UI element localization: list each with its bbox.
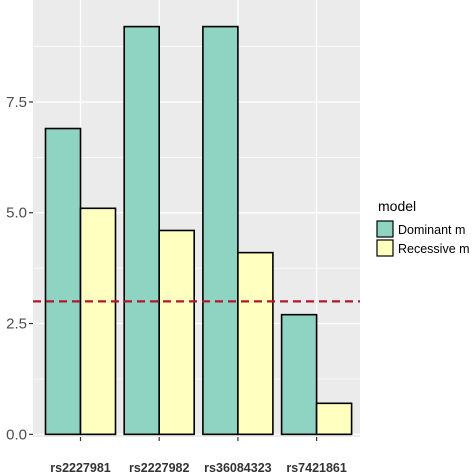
bar-dominant-rs7421861 [280, 313, 318, 436]
y-tick-label: 5.0 [6, 205, 27, 222]
legend: model Dominant m Recessive m [376, 198, 470, 257]
bar-recessive-rs2227981 [79, 207, 117, 436]
bar-dominant-rs36084323 [202, 25, 239, 436]
legend-key-recessive [376, 239, 394, 257]
x-tick-label: rs2227981 [50, 461, 111, 474]
x-tick-label: rs7421861 [286, 461, 347, 474]
bar-recessive-rs7421861 [315, 402, 353, 436]
bar-dominant-rs2227981 [44, 127, 82, 436]
legend-label: Dominant m [398, 223, 465, 237]
x-axis: rs2227981 rs2227982 rs36084323 rs7421861 [50, 437, 347, 474]
bar-recessive-rs2227982 [158, 229, 195, 436]
bar-dominant-rs2227982 [123, 25, 160, 436]
y-axis: 0.0 2.5 5.0 7.5 [6, 94, 33, 443]
x-tick-label: rs2227982 [129, 461, 190, 474]
legend-key-dominant [376, 220, 394, 238]
bar-recessive-rs36084323 [237, 251, 274, 436]
y-tick-label: 7.5 [6, 94, 27, 111]
legend-label: Recessive m [398, 242, 470, 256]
y-tick-label: 0.0 [6, 426, 27, 443]
x-tick-label: rs36084323 [204, 461, 271, 474]
legend-title: model [378, 198, 416, 214]
bars [44, 25, 353, 436]
y-tick-label: 2.5 [6, 316, 27, 333]
